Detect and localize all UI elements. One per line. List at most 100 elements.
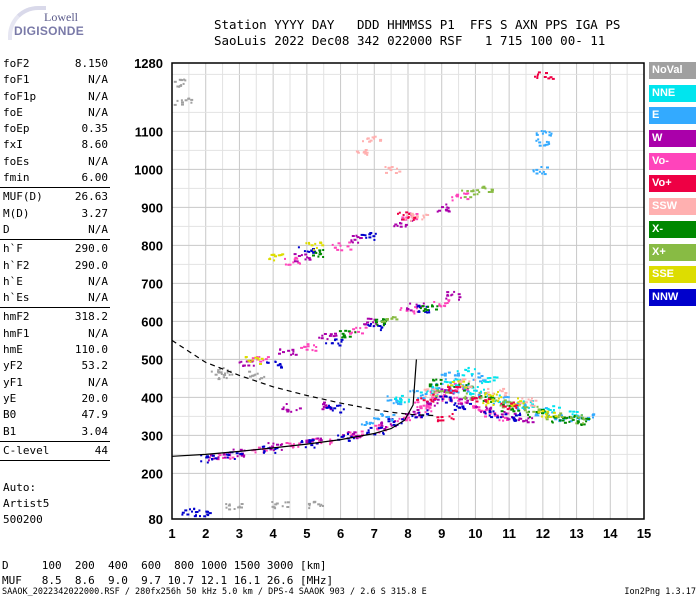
echo-point xyxy=(406,214,409,217)
echo-point xyxy=(373,433,377,436)
echo-point xyxy=(454,388,457,391)
param-row-fof1p: foF1p N/A xyxy=(0,89,112,105)
echo-point xyxy=(561,419,565,422)
param-name: B1 xyxy=(3,424,17,438)
echo-point xyxy=(461,374,464,377)
echo-point xyxy=(182,82,185,85)
echo-point xyxy=(492,379,496,382)
echo-point xyxy=(305,242,308,245)
echo-point xyxy=(585,420,588,423)
param-value: 3.04 xyxy=(81,424,109,438)
echo-point xyxy=(463,396,467,399)
echo-point xyxy=(432,400,435,403)
echo-point xyxy=(445,381,449,384)
echo-point xyxy=(329,438,332,441)
param-value: 110.0 xyxy=(74,343,108,357)
echo-point xyxy=(482,402,485,405)
y-tick-label: 1100 xyxy=(135,124,163,139)
x-tick-label: 6 xyxy=(337,526,344,541)
param-name: foE xyxy=(3,105,23,119)
echo-point xyxy=(349,332,352,335)
echo-point xyxy=(460,402,464,405)
echo-point xyxy=(280,443,283,446)
echo-point xyxy=(483,410,486,413)
echo-point xyxy=(360,430,364,433)
echo-point xyxy=(373,135,377,138)
param-separator xyxy=(0,460,110,462)
echo-point xyxy=(464,368,467,371)
echo-point xyxy=(447,384,450,387)
echo-point xyxy=(251,357,255,360)
legend-item-voplus: Vo+ xyxy=(649,175,696,193)
echo-point xyxy=(424,395,427,398)
echo-point xyxy=(503,400,507,403)
echo-point xyxy=(431,396,435,399)
echo-point xyxy=(446,302,449,304)
param-name: MUF(D) xyxy=(3,190,43,204)
echo-point xyxy=(306,343,310,346)
echo-point xyxy=(300,346,304,349)
echo-point xyxy=(419,407,423,410)
echo-point xyxy=(495,399,498,402)
echo-point xyxy=(396,224,399,227)
echo-point xyxy=(369,426,373,429)
echo-point xyxy=(424,411,427,414)
echo-point xyxy=(395,396,398,399)
echo-point xyxy=(373,137,376,140)
echo-point xyxy=(450,384,454,387)
echo-point xyxy=(321,334,324,337)
echo-point xyxy=(431,388,435,391)
echo-point xyxy=(484,393,487,396)
x-tick-label: 13 xyxy=(569,526,583,541)
echo-point xyxy=(318,253,322,256)
echo-point xyxy=(455,378,459,381)
echo-point xyxy=(501,415,504,418)
echo-point xyxy=(433,391,436,394)
echo-point xyxy=(356,236,360,239)
echo-point xyxy=(535,133,539,136)
dtable-distance-row: D 100 200 400 600 800 1000 1500 3000 [km… xyxy=(2,559,327,572)
echo-point xyxy=(233,458,236,460)
echo-point xyxy=(267,442,270,445)
echo-point xyxy=(422,399,426,402)
echo-point xyxy=(322,256,325,258)
echo-point xyxy=(214,457,218,460)
version-label: Ion2Png 1.3.17 xyxy=(624,587,696,597)
echo-point xyxy=(376,428,380,431)
echo-point xyxy=(484,408,488,411)
echo-point xyxy=(231,456,235,459)
echo-point xyxy=(439,378,443,381)
echo-point xyxy=(205,510,209,513)
echo-point xyxy=(343,336,347,339)
echo-point xyxy=(446,209,450,212)
echo-point xyxy=(398,170,402,173)
echo-point xyxy=(448,396,452,399)
echo-point xyxy=(395,401,399,404)
echo-point xyxy=(337,434,340,437)
echo-point xyxy=(464,386,468,389)
echo-point xyxy=(527,413,530,416)
echo-point xyxy=(463,192,466,195)
param-name: foEp xyxy=(3,122,30,136)
echo-point xyxy=(428,385,432,388)
echo-point xyxy=(227,454,231,456)
echo-point xyxy=(462,389,466,392)
echo-point xyxy=(486,402,490,405)
lowell-digisonde-logo: Lowell DIGISONDE xyxy=(4,4,94,44)
echo-point xyxy=(399,222,403,225)
echo-point xyxy=(280,448,283,451)
echo-point xyxy=(417,310,421,313)
echo-point xyxy=(207,459,210,462)
echo-point xyxy=(407,216,410,219)
echo-point xyxy=(415,214,418,217)
echo-point xyxy=(357,241,360,244)
echo-point xyxy=(322,403,325,406)
echo-point xyxy=(568,410,572,413)
echo-point xyxy=(278,352,281,355)
echo-point xyxy=(538,141,542,144)
echo-point xyxy=(233,508,236,510)
echo-point xyxy=(416,401,420,404)
echo-point xyxy=(527,398,530,401)
param-separator xyxy=(0,307,110,309)
x-tick-label: 10 xyxy=(468,526,482,541)
